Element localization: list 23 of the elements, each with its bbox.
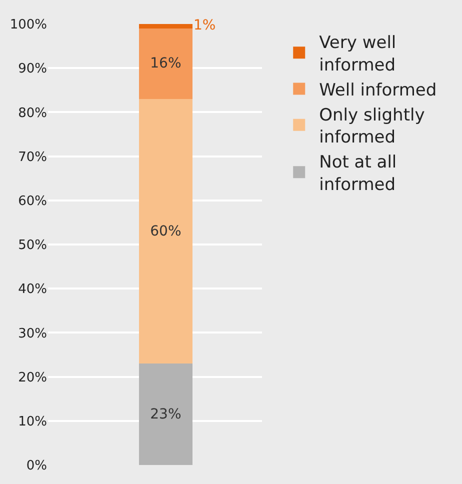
legend-label: Not at all informed xyxy=(319,152,397,195)
data-label: 23% xyxy=(150,406,182,422)
legend-label: Well informed xyxy=(319,80,437,100)
y-tick-label: 60% xyxy=(18,194,47,209)
data-label: 16% xyxy=(150,56,182,72)
y-tick-label: 10% xyxy=(18,414,47,430)
y-tick-label: 90% xyxy=(18,62,47,77)
y-tick-label: 20% xyxy=(18,370,47,386)
bar xyxy=(138,98,192,364)
bar xyxy=(138,24,192,28)
y-tick-label: 40% xyxy=(18,282,47,298)
bar xyxy=(138,28,192,99)
y-tick-label: 100% xyxy=(10,18,47,33)
data-label: 1% xyxy=(194,18,216,34)
legend-label: Only slightly informed xyxy=(319,105,425,148)
legend-label: Very well informed xyxy=(319,33,396,76)
y-tick-label: 50% xyxy=(18,238,47,254)
bar xyxy=(138,364,192,465)
y-tick-label: 0% xyxy=(26,458,47,474)
y-tick-label: 70% xyxy=(18,150,47,165)
data-label: 60% xyxy=(150,223,182,240)
y-tick-label: 80% xyxy=(18,106,47,121)
y-tick-label: 30% xyxy=(18,326,47,342)
